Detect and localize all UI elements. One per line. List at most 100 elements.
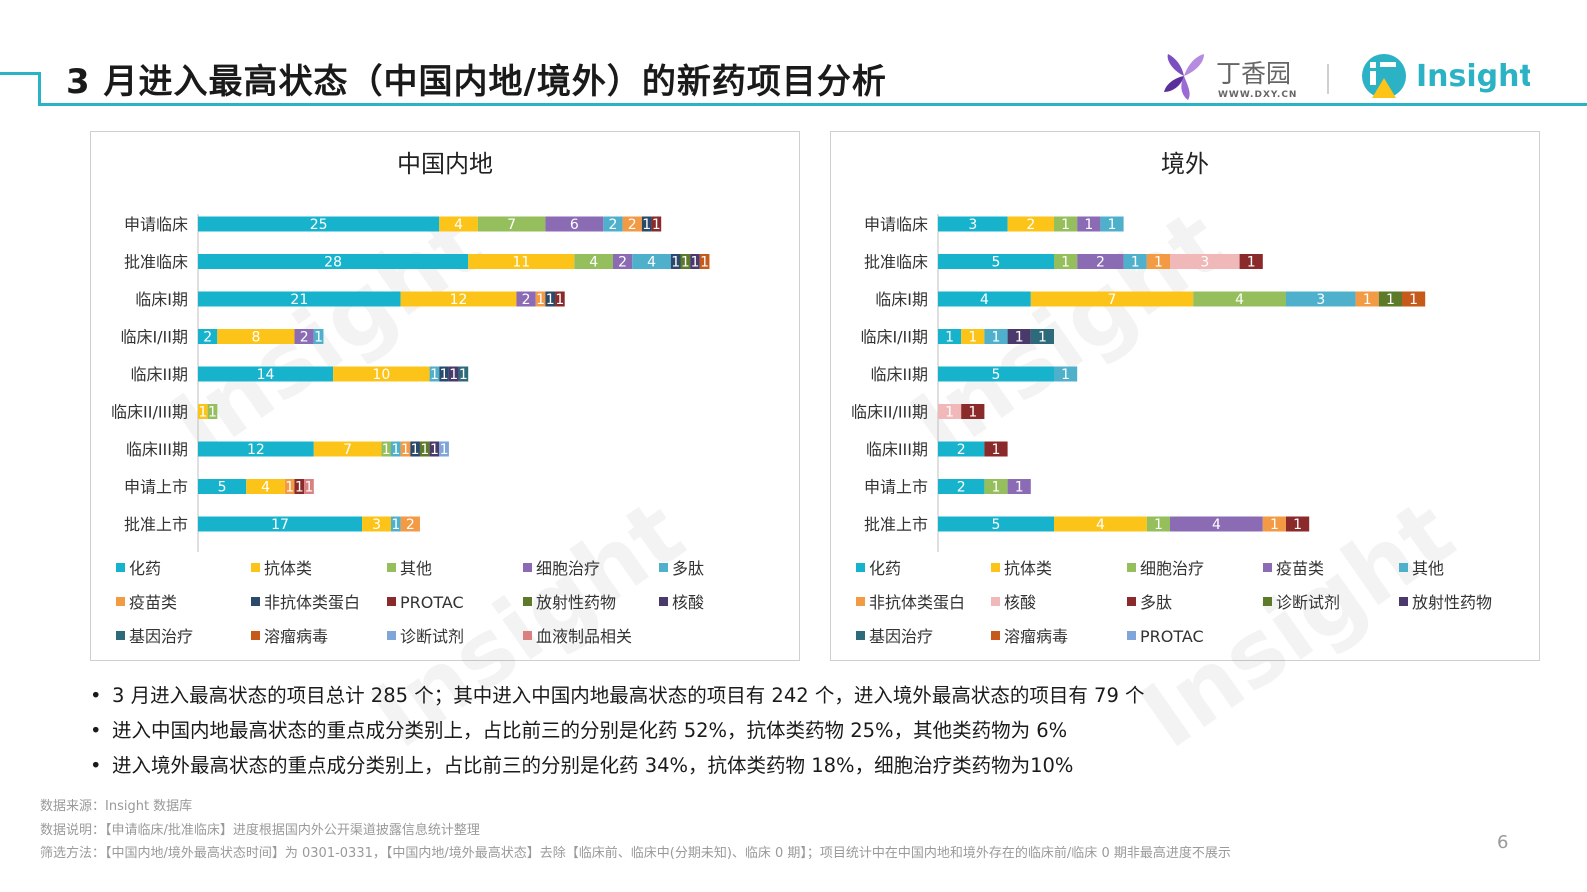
legend-label: 多肽 xyxy=(1140,593,1172,612)
data-label: 3 xyxy=(1200,255,1209,271)
data-label: 1 xyxy=(198,405,207,421)
legend-label: 核酸 xyxy=(1004,593,1036,612)
data-label: 2 xyxy=(406,517,415,533)
bar-segment xyxy=(938,479,985,494)
legend-label: PROTAC xyxy=(1140,627,1204,646)
data-label: 4 xyxy=(1235,292,1244,308)
category-label: 申请临床 xyxy=(864,215,928,234)
legend-label: 基因治疗 xyxy=(869,627,933,646)
bar-segment xyxy=(1054,516,1147,532)
bar-segment xyxy=(1146,516,1170,532)
chart-panel-overseas: Insight Insight 境外申请临床32111批准临床5121131临床… xyxy=(830,131,1540,769)
data-label: 1 xyxy=(382,442,391,458)
bar-segment xyxy=(448,366,459,382)
data-label: 1 xyxy=(1293,517,1302,533)
bar-segment xyxy=(961,329,985,344)
data-label: 1 xyxy=(992,442,1001,458)
legend-swatch xyxy=(387,597,396,606)
header-accent-line-vertical xyxy=(38,72,41,106)
bar-segment xyxy=(938,516,1054,532)
bar-segment xyxy=(699,254,710,269)
flower-icon xyxy=(1164,54,1204,100)
category-label: 批准上市 xyxy=(864,515,928,534)
data-label: 5 xyxy=(218,480,227,496)
footnote-filter: 筛选方法：【中国内地/境外最高状态时间】为 0301-0331，【中国内地/境外… xyxy=(40,846,1231,861)
data-label: 1 xyxy=(1038,330,1047,346)
data-label: 4 xyxy=(589,255,598,271)
header-accent-line xyxy=(0,72,38,75)
legend-label: 血液制品相关 xyxy=(536,627,632,646)
legend-swatch xyxy=(659,597,668,606)
bar-segment xyxy=(938,366,1054,382)
data-label: 7 xyxy=(507,217,516,233)
category-label: 临床II/III期 xyxy=(111,403,188,422)
data-label: 2 xyxy=(957,442,966,458)
legend-swatch xyxy=(523,563,532,572)
bar-segment xyxy=(516,291,536,307)
bar-segment xyxy=(641,216,652,232)
bar-segment xyxy=(198,366,334,382)
data-label: 1 xyxy=(1131,255,1140,271)
bar-segment xyxy=(468,254,575,269)
category-label: 临床III期 xyxy=(866,440,928,459)
data-label: 1 xyxy=(1084,217,1093,233)
data-label: 1 xyxy=(440,367,449,383)
data-label: 1 xyxy=(391,442,400,458)
data-label: 1 xyxy=(391,517,400,533)
header-underline xyxy=(38,103,1587,106)
summary-bullet-text: 进入境外最高状态的重点成分类别上，占比前三的分别是化药 34%，抗体类药物 18… xyxy=(112,754,1074,777)
category-label: 申请临床 xyxy=(124,215,188,234)
category-label: 申请上市 xyxy=(864,478,928,497)
bar-segment xyxy=(670,254,681,269)
bar-segment xyxy=(1355,291,1379,307)
svg-text:WWW.DXY.CN: WWW.DXY.CN xyxy=(1218,90,1297,100)
bar-segment xyxy=(1378,291,1402,307)
bar-segment xyxy=(535,291,546,307)
legend-label: 放射性药物 xyxy=(536,593,616,612)
bar-segment xyxy=(1054,254,1078,269)
summary-bullet-text: 进入中国内地最高状态的重点成分类别上，占比前三的分别是化药 52%，抗体类药物 … xyxy=(112,719,1068,742)
bar-segment xyxy=(612,254,633,269)
bar-segment xyxy=(1007,329,1031,344)
category-label: 批准临床 xyxy=(864,253,928,272)
bar-segment xyxy=(458,366,469,382)
data-label: 3 xyxy=(1316,292,1325,308)
data-label: 1 xyxy=(652,217,661,233)
legend-swatch xyxy=(1127,631,1136,640)
bar-segment xyxy=(313,329,324,344)
data-label: 28 xyxy=(324,255,342,271)
category-label: 临床I期 xyxy=(875,290,928,309)
data-label: 2 xyxy=(618,255,627,271)
legend-label: 非抗体类蛋白 xyxy=(264,593,360,612)
bar-segment xyxy=(207,404,218,419)
data-label: 2 xyxy=(300,330,309,346)
bar-segment xyxy=(938,329,962,344)
data-label: 3 xyxy=(968,217,977,233)
data-label: 6 xyxy=(570,217,579,233)
legend-label: 多肽 xyxy=(672,559,704,578)
summary-bullet: • 3 月进入最高状态的项目总计 285 个；其中进入中国内地最高状态的项目有 2… xyxy=(90,678,1145,713)
legend-swatch xyxy=(1127,563,1136,572)
legend-swatch xyxy=(116,631,125,640)
bar-segment xyxy=(938,404,962,419)
data-label: 25 xyxy=(310,217,328,233)
legend-label: 抗体类 xyxy=(1004,559,1052,578)
bar-segment xyxy=(1402,291,1426,307)
data-label: 1 xyxy=(314,330,323,346)
data-label: 1 xyxy=(411,442,420,458)
data-label: 1 xyxy=(555,292,564,308)
legend-label: 细胞治疗 xyxy=(536,559,600,578)
bar-segment xyxy=(429,366,440,382)
data-label: 1 xyxy=(305,480,314,496)
insight-mark-icon xyxy=(1362,54,1406,98)
bar-segment xyxy=(304,479,314,494)
data-label: 1 xyxy=(430,367,439,383)
bar-segment xyxy=(1262,516,1286,532)
bar-segment xyxy=(400,291,517,307)
legend-label: 其他 xyxy=(1412,559,1444,578)
data-label: 3 xyxy=(372,517,381,533)
svg-text:Insight: Insight xyxy=(1416,59,1530,94)
legend-swatch xyxy=(116,597,125,606)
data-label: 1 xyxy=(1061,367,1070,383)
data-label: 1 xyxy=(1247,255,1256,271)
